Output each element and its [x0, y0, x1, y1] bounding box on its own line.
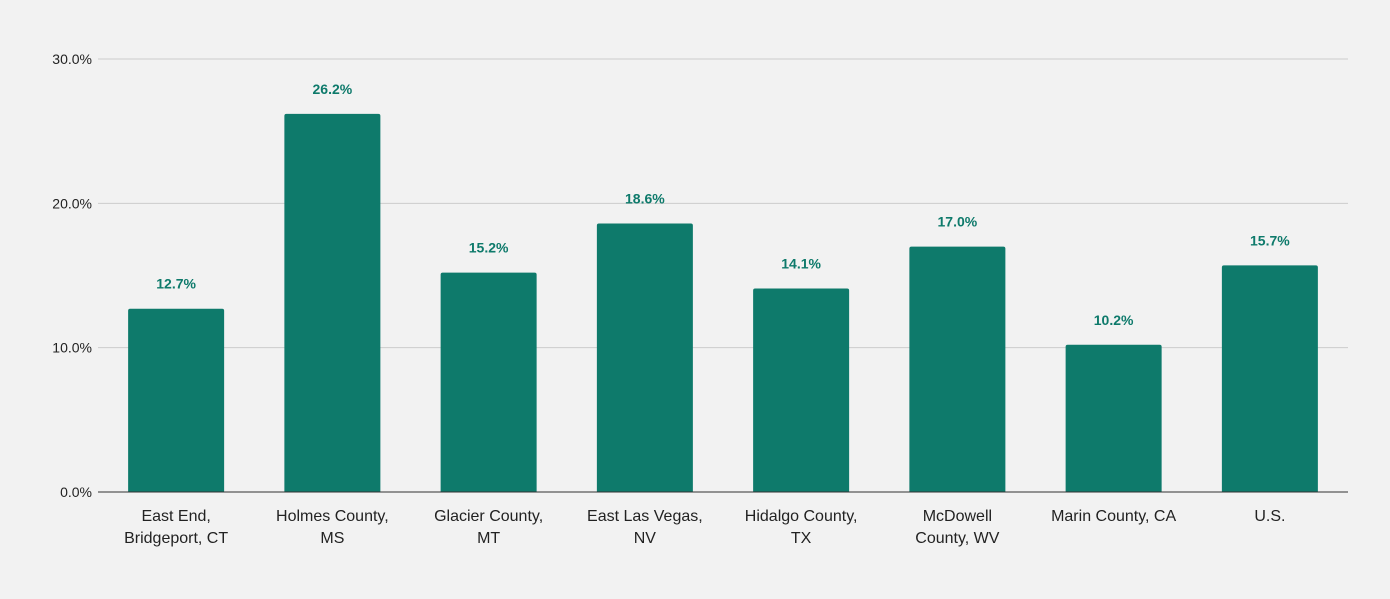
data-label: 14.1%: [781, 255, 821, 271]
bars: [128, 113, 1318, 493]
data-label: 18.6%: [625, 191, 665, 207]
bar: [440, 272, 537, 492]
bar: [909, 246, 1006, 492]
y-tick-label: 10.0%: [52, 340, 92, 356]
data-label: 15.2%: [469, 240, 509, 256]
bar: [753, 288, 850, 492]
x-tick-label: East Las Vegas, NV: [587, 508, 703, 547]
y-tick-label: 0.0%: [60, 484, 92, 500]
bar: [1065, 344, 1162, 492]
x-tick-label: Holmes County, MS: [276, 508, 389, 547]
bar: [284, 113, 381, 492]
data-label: 17.0%: [938, 214, 978, 230]
y-tick-label: 20.0%: [52, 195, 92, 211]
bar: [1221, 265, 1318, 492]
x-tick-label: McDowell County, WV: [915, 508, 1000, 547]
x-tick-label: Glacier County, MT: [434, 508, 543, 547]
labels: 0.0% 10.0% 20.0% 30.0% 12.7% East End, Bridgep…: [52, 51, 1290, 547]
x-tick-label: U.S.: [1254, 508, 1285, 525]
x-tick-label: Hidalgo County, TX: [745, 508, 858, 547]
x-tick-label: East End, Bridgeport, CT: [124, 508, 228, 547]
y-tick-label: 30.0%: [52, 51, 92, 67]
bar: [128, 308, 225, 492]
x-tick-label: Marin County, CA: [1051, 508, 1176, 525]
data-label: 15.7%: [1250, 232, 1290, 248]
data-label: 12.7%: [156, 276, 196, 292]
data-label: 26.2%: [313, 81, 353, 97]
data-label: 10.2%: [1094, 312, 1134, 328]
bar: [596, 223, 693, 493]
